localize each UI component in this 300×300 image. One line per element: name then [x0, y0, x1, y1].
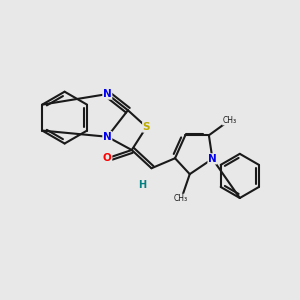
Text: CH₃: CH₃: [174, 194, 188, 203]
Text: N: N: [103, 132, 112, 142]
Text: H: H: [138, 180, 146, 190]
Text: CH₃: CH₃: [222, 116, 237, 125]
Text: S: S: [143, 122, 150, 132]
Text: N: N: [208, 154, 217, 164]
Text: O: O: [103, 153, 112, 163]
Text: N: N: [103, 89, 112, 99]
